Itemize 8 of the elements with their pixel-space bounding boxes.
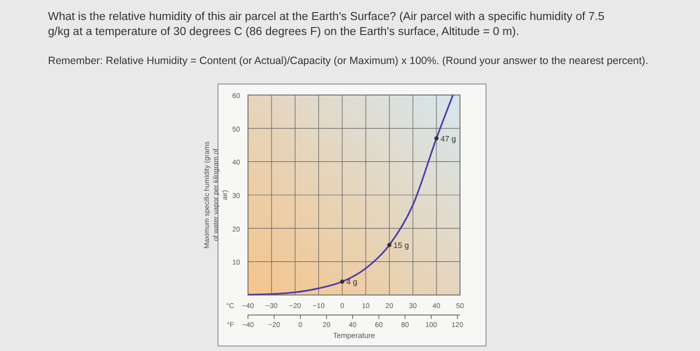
annotation: 15 g <box>393 241 409 250</box>
chart-title: What is the relative humidity of this air parcel at the Earth's Surface? (Air parcel with a specific humidity of 7.5 g/kg at a temperature of 30 degrees C (86 degrees F) on the Earth's surface, Altitude = 0 m). <box>48 11 604 38</box>
point <box>387 242 392 248</box>
annotation: 4 g <box>346 278 358 287</box>
annotation: 47 g <box>440 134 456 144</box>
point <box>340 280 344 284</box>
point <box>434 136 439 140</box>
chart-subtitle: Remember: Relative Humidity = Content (or Actual)/Capacity (or Maximum) x 100%. (Round your answer to the nearest percent). <box>48 55 648 67</box>
